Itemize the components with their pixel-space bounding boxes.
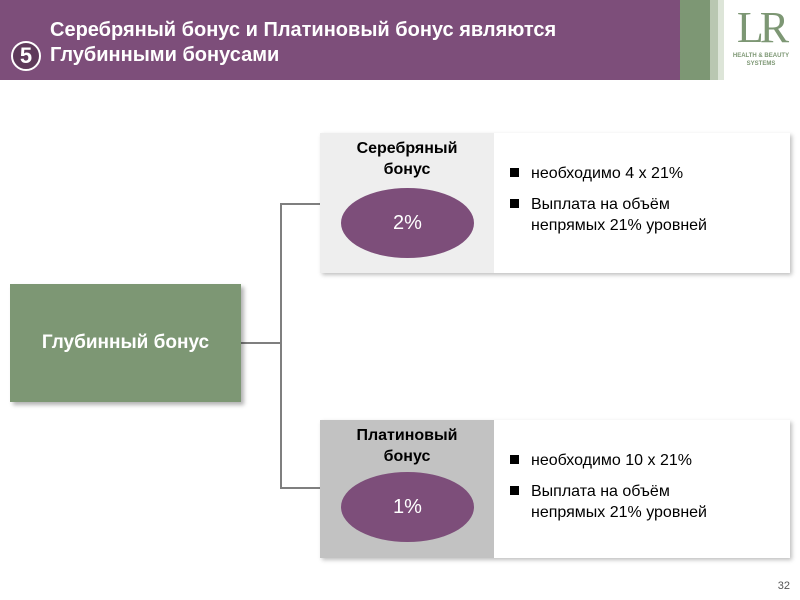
page-title-line: Серебряный бонус и Платиновый бонус явля… — [50, 19, 557, 41]
logo-tagline: HEALTH & BEAUTY — [732, 53, 790, 59]
bullet-square-icon — [510, 455, 519, 464]
silver-bonus-card: Серебряный бонус 2% необходимо 4 х 21% В… — [320, 133, 790, 273]
payout-item: Выплата на объём непрямых 21% уровней — [510, 481, 790, 523]
silver-percent-badge: 2% — [341, 188, 474, 258]
requirement-text: необходимо 4 х 21% — [531, 165, 684, 182]
step-number-badge: 5 — [11, 41, 41, 71]
page-title-line: Глубинными бонусами — [50, 44, 280, 66]
requirement-item: необходимо 4 х 21% — [510, 163, 790, 184]
payout-text: Выплата на объём — [531, 196, 670, 213]
green-stripe — [680, 0, 710, 80]
page-title: Серебряный бонус и Платиновый бонус явля… — [50, 18, 670, 68]
silver-bonus-header: Серебряный бонус 2% — [320, 133, 494, 273]
payout-item: Выплата на объём непрямых 21% уровней — [510, 194, 790, 236]
bullet-square-icon — [510, 199, 519, 208]
payout-text: Выплата на объём — [531, 483, 670, 500]
platinum-percent-badge: 1% — [341, 472, 474, 542]
payout-text: непрямых 21% уровней — [531, 217, 707, 234]
requirement-text: необходимо 10 х 21% — [531, 452, 692, 469]
root-bonus-box: Глубинный бонус — [10, 284, 241, 402]
logo-tagline: SYSTEMS — [746, 61, 776, 67]
silver-bonus-details: необходимо 4 х 21% Выплата на объём непр… — [494, 133, 790, 273]
bonus-name-line: Платиновый — [356, 427, 458, 444]
pale-green-stripe — [718, 0, 724, 80]
platinum-bonus-name: Платиновый бонус — [320, 425, 494, 467]
connector-line — [241, 342, 281, 344]
platinum-bonus-card: Платиновый бонус 1% необходимо 10 х 21% … — [320, 420, 790, 558]
connector-line — [280, 487, 320, 489]
bonus-name-line: Серебряный — [356, 140, 458, 157]
silver-bonus-name: Серебряный бонус — [320, 138, 494, 180]
bullet-square-icon — [510, 168, 519, 177]
platinum-bonus-details: необходимо 10 х 21% Выплата на объём неп… — [494, 420, 790, 558]
lr-logo: LR HEALTH & BEAUTY SYSTEMS — [726, 4, 796, 78]
connector-line — [280, 203, 320, 205]
requirement-item: необходимо 10 х 21% — [510, 450, 790, 471]
bonus-name-line: бонус — [383, 448, 431, 465]
logo-mark: LR — [736, 3, 789, 52]
payout-text: непрямых 21% уровней — [531, 504, 707, 521]
bullet-square-icon — [510, 486, 519, 495]
connector-line — [280, 203, 282, 488]
title-banner: 5 Серебряный бонус и Платиновый бонус яв… — [0, 0, 680, 80]
platinum-bonus-header: Платиновый бонус 1% — [320, 420, 494, 558]
bonus-name-line: бонус — [383, 161, 431, 178]
root-bonus-label: Глубинный бонус — [41, 332, 210, 353]
page-number: 32 — [777, 580, 790, 592]
light-green-stripe — [710, 0, 718, 80]
